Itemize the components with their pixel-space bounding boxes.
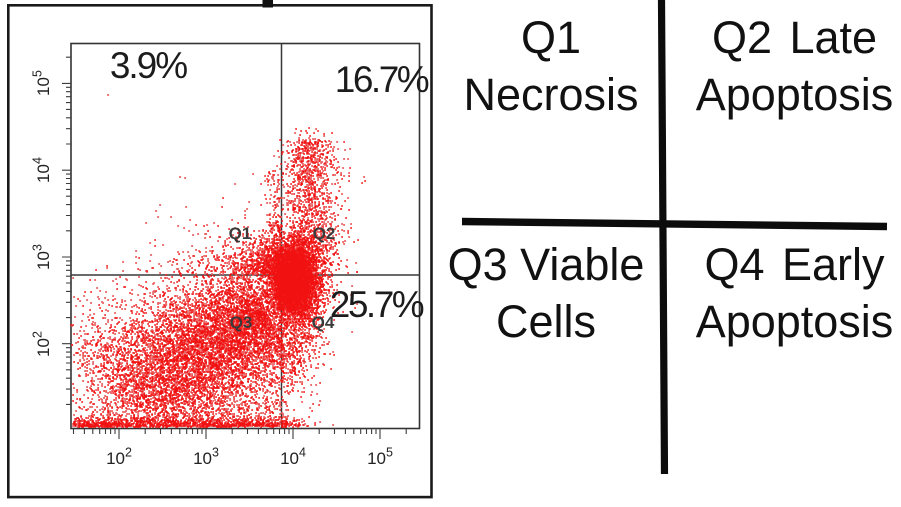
svg-text:105: 105 (31, 70, 54, 96)
svg-text:Q4: Q4 (312, 313, 335, 332)
svg-text:102: 102 (31, 331, 54, 357)
svg-text:105: 105 (367, 446, 393, 469)
svg-text:104: 104 (31, 157, 54, 183)
svg-text:104: 104 (280, 446, 306, 469)
svg-text:103: 103 (193, 446, 219, 469)
svg-text:25.7%: 25.7% (330, 284, 424, 325)
svg-text:Q3: Q3 (230, 313, 253, 332)
svg-text:103: 103 (31, 244, 54, 270)
svg-text:Q1: Q1 (229, 224, 252, 243)
svg-text:16.7%: 16.7% (335, 59, 429, 100)
svg-text:3.9%: 3.9% (110, 45, 187, 86)
svg-text:102: 102 (106, 446, 132, 469)
svg-text:Q2: Q2 (313, 224, 336, 243)
